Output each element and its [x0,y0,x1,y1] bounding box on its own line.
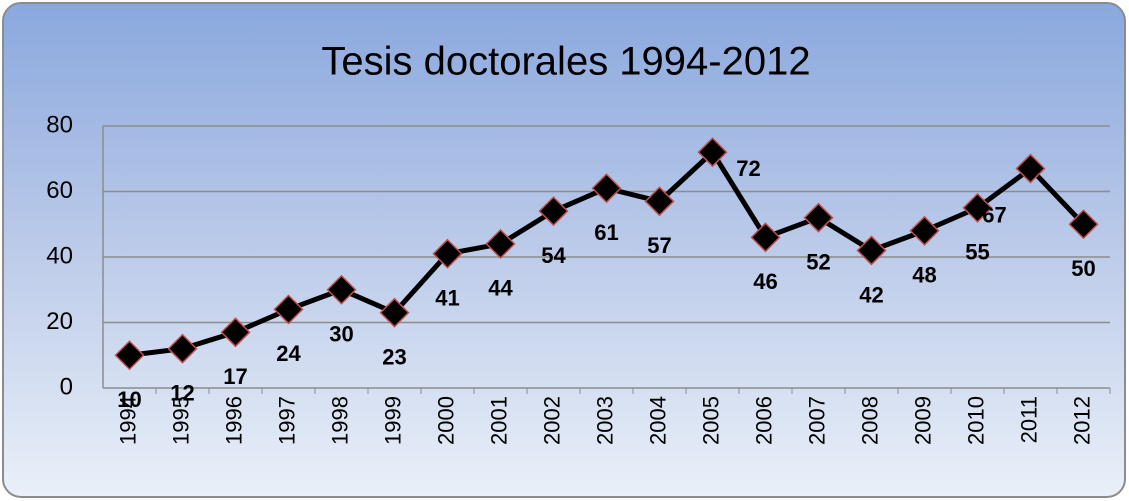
marker [1068,209,1099,240]
marker [909,215,940,246]
x-tick-label: 2009 [910,396,935,445]
marker [220,317,251,348]
data-label: 42 [859,282,883,307]
data-label: 10 [117,387,141,412]
x-tick-label: 2001 [486,396,511,445]
marker [326,274,357,305]
data-label: 54 [541,243,566,268]
x-tick-label: 2003 [592,396,617,445]
data-label: 48 [912,263,936,288]
marker [962,192,993,223]
data-label: 17 [223,364,247,389]
x-tick-label: 1999 [380,396,405,445]
marker [538,196,569,227]
marker [644,186,675,217]
x-tick-label: 2005 [698,396,723,445]
data-label: 44 [488,276,513,301]
marker [273,294,304,325]
data-label: 24 [276,341,301,366]
marker [432,238,463,269]
x-tick-label: 2008 [857,396,882,445]
data-label: 57 [647,233,671,258]
marker [697,137,728,168]
x-tick-label: 2010 [963,396,988,445]
x-tick-label: 1998 [327,396,352,445]
data-label: 52 [806,250,830,275]
x-tick-label: 1997 [274,396,299,445]
marker [114,340,145,371]
x-tick-label: 2011 [1016,396,1041,443]
marker [167,333,198,364]
data-label: 46 [753,269,777,294]
y-tick-label: 0 [60,373,73,400]
data-label: 50 [1071,256,1095,281]
marker [379,297,410,328]
y-tick-label: 80 [46,111,73,138]
x-tick-label: 2000 [433,396,458,445]
x-tick-label: 2002 [539,396,564,445]
data-label: 23 [382,344,406,369]
data-label: 30 [329,322,353,347]
x-tick-label: 2007 [804,396,829,445]
marker [591,173,622,204]
data-label: 12 [170,381,194,406]
marker [803,202,834,233]
x-tick-label: 1995 [168,396,193,445]
data-label: 61 [594,220,618,245]
marker [1015,153,1046,184]
y-tick-label: 60 [46,177,73,204]
data-label: 55 [965,240,989,265]
marker [856,235,887,266]
x-tick-label: 1994 [115,396,140,445]
marker [750,222,781,253]
y-tick-label: 40 [46,242,73,269]
data-label: 41 [435,286,459,311]
marker [485,228,516,259]
x-tick-label: 1996 [221,396,246,445]
x-tick-label: 2012 [1069,396,1094,445]
x-tick-label: 2004 [645,396,670,445]
data-label: 67 [982,202,1006,227]
x-tick-label: 2006 [751,396,776,445]
chart-title: Tesis doctorales 1994-2012 [321,40,810,84]
data-label: 72 [736,156,760,181]
y-tick-label: 20 [46,308,73,335]
